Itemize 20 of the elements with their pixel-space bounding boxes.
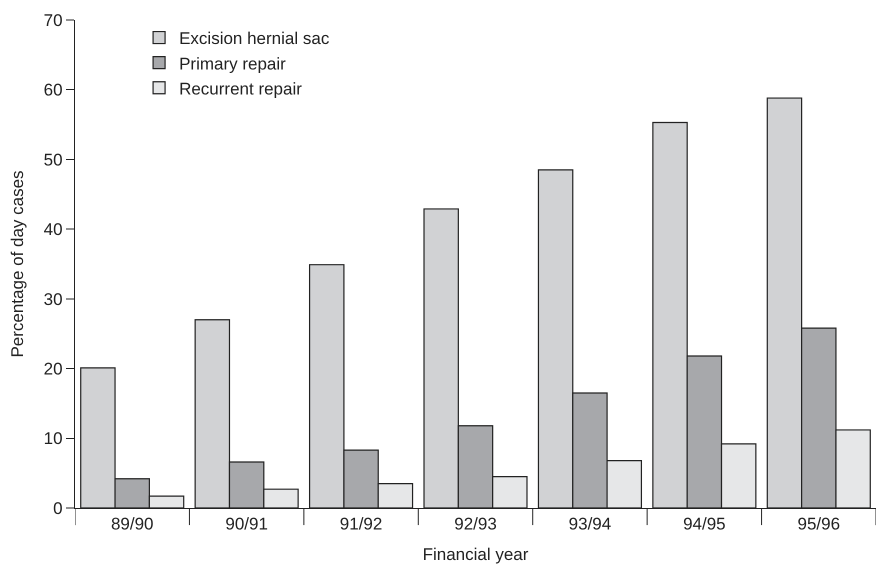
x-tick-label: 92/93 — [454, 514, 497, 534]
y-tick-label: 30 — [44, 290, 63, 309]
x-tick-label: 93/94 — [568, 514, 612, 534]
x-tick-label: 95/96 — [798, 514, 840, 534]
y-tick-label: 70 — [44, 10, 63, 30]
y-tick-label: 10 — [44, 429, 63, 448]
x-tick-label: 89/90 — [110, 514, 154, 534]
y-tick-label: 50 — [44, 150, 63, 170]
y-tick-label: 0 — [53, 498, 63, 518]
y-tick-label: 60 — [44, 80, 63, 100]
y-tick-label: 20 — [44, 360, 63, 379]
x-axis-title: Financial year — [422, 544, 529, 564]
legend-label: Primary repair — [179, 54, 286, 74]
x-tick-label: 90/91 — [225, 514, 268, 534]
x-tick-label: 94/95 — [683, 514, 726, 534]
legend-label: Excision hernial sac — [179, 29, 330, 48]
y-axis-title: Percentage of day cases — [8, 170, 28, 358]
legend-label: Recurrent repair — [179, 79, 302, 98]
x-tick-label: 91/92 — [340, 514, 382, 534]
y-tick-label: 40 — [44, 220, 63, 240]
